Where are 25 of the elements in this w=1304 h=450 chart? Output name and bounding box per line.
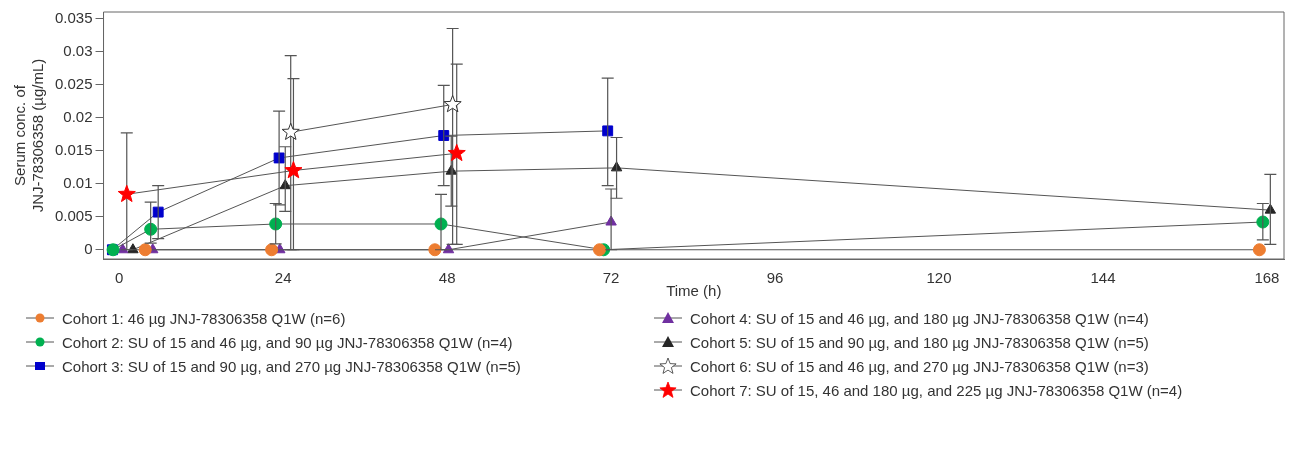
x-tick-label: 120	[926, 269, 952, 287]
x-tick-label: 144	[1090, 269, 1116, 287]
x-tick-label: 48	[438, 269, 456, 287]
x-tick-label: 24	[274, 269, 292, 287]
y-tick-label: 0	[84, 239, 93, 257]
y-tick-label: 0.03	[63, 41, 93, 59]
y-tick-label: 0.02	[63, 107, 93, 125]
x-tick-label: 72	[602, 269, 620, 287]
y-tick-label: 0.005	[54, 206, 93, 224]
x-axis-title: Time (h)	[666, 282, 722, 300]
x-tick-label: 0	[115, 269, 124, 287]
legend-label: Cohort 4: SU of 15 and 46 µg, and 180 µg JNJ-78306358 Q1W (n=4)	[690, 309, 1149, 327]
y-axis-title: Serum conc. of JNJ-78306358 (µg/mL)	[11, 58, 47, 213]
legend-label: Cohort 5: SU of 15 and 90 µg, and 180 µg JNJ-78306358 Q1W (n=5)	[690, 333, 1149, 351]
legend-label: Cohort 6: SU of 15 and 46 µg, and 270 µg JNJ-78306358 Q1W (n=3)	[690, 357, 1149, 375]
legend-label: Cohort 3: SU of 15 and 90 µg, and 270 µg JNJ-78306358 Q1W (n=5)	[62, 357, 521, 375]
y-tick-label: 0.025	[54, 74, 93, 92]
legend-label: Cohort 2: SU of 15 and 46 µg, and 90 µg JNJ-78306358 Q1W (n=4)	[62, 333, 513, 351]
y-tick-label: 0.015	[54, 140, 93, 158]
x-tick-label: 168	[1254, 269, 1280, 287]
legend-label: Cohort 1: 46 µg JNJ-78306358 Q1W (n=6)	[62, 309, 346, 327]
y-tick-label: 0.01	[63, 173, 93, 191]
x-tick-label: 96	[766, 269, 784, 287]
legend-label: Cohort 7: SU of 15, 46 and 180 µg, and 225 µg JNJ-78306358 Q1W (n=4)	[690, 381, 1183, 399]
y-tick-label: 0.035	[54, 8, 93, 26]
